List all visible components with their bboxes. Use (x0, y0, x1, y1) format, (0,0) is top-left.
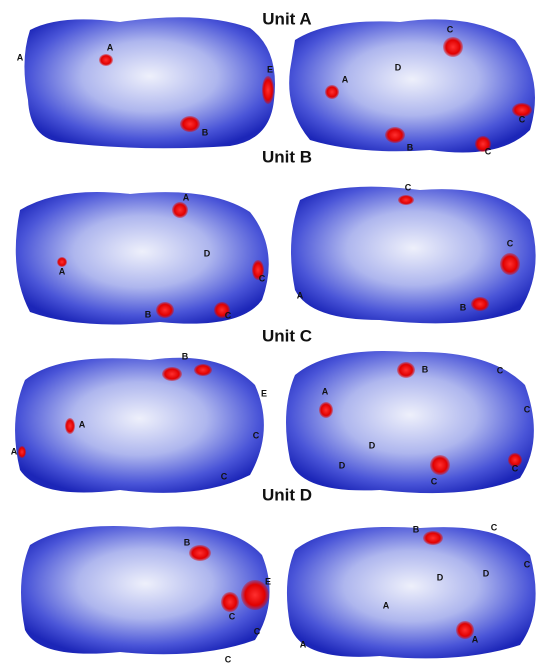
contact-label: D (395, 62, 402, 72)
unit-title: Unit C (262, 326, 312, 345)
contact-label: A (383, 600, 390, 610)
contact-label: C (431, 476, 438, 486)
contact-label: C (254, 626, 261, 636)
contact-label: B (145, 309, 152, 319)
contact-label: A (342, 74, 349, 84)
contact-label: A (59, 266, 66, 276)
contact-label: C (225, 654, 232, 664)
contact-label: C (259, 273, 266, 283)
contact-label: D (369, 440, 376, 450)
unit-title: Unit B (262, 147, 312, 166)
contact-label: B (184, 537, 191, 547)
contact-label: B (460, 302, 467, 312)
contact-label: C (229, 611, 236, 621)
contact-label: B (202, 127, 209, 137)
contact-label: A (107, 42, 114, 52)
contact-label: E (267, 64, 273, 74)
contact-label: B (422, 364, 429, 374)
contact-label: C (524, 404, 531, 414)
contact-label: A (183, 192, 190, 202)
contact-label: A (79, 419, 86, 429)
contact-label: C (225, 310, 232, 320)
contact-label: D (204, 248, 211, 258)
contact-label: E (261, 388, 267, 398)
contact-spots (18, 37, 532, 639)
contact-label: B (182, 351, 189, 361)
contact-label: B (407, 142, 414, 152)
surfaces (15, 17, 536, 659)
contact-label: C (524, 559, 531, 569)
contact-label: C (253, 430, 260, 440)
unit-title: Unit D (262, 485, 312, 504)
contact-label: D (339, 460, 346, 470)
unit-title: Unit A (262, 9, 311, 28)
contact-label: A (472, 634, 479, 644)
contact-label: E (265, 576, 271, 586)
contact-label: C (497, 365, 504, 375)
contact-label: C (485, 146, 492, 156)
contact-label: C (519, 114, 526, 124)
contact-label: A (297, 290, 304, 300)
contact-label: A (11, 446, 18, 456)
contact-label: A (17, 52, 24, 62)
contact-label: A (300, 639, 307, 649)
contact-label: C (405, 182, 412, 192)
contact-label: C (507, 238, 514, 248)
contact-label: C (512, 463, 519, 473)
contact-label: B (413, 524, 420, 534)
contact-label: C (491, 522, 498, 532)
contact-label: C (447, 24, 454, 34)
contact-label: D (437, 572, 444, 582)
contact-label: A (322, 386, 329, 396)
contact-label: C (221, 471, 228, 481)
contact-label: D (483, 568, 490, 578)
